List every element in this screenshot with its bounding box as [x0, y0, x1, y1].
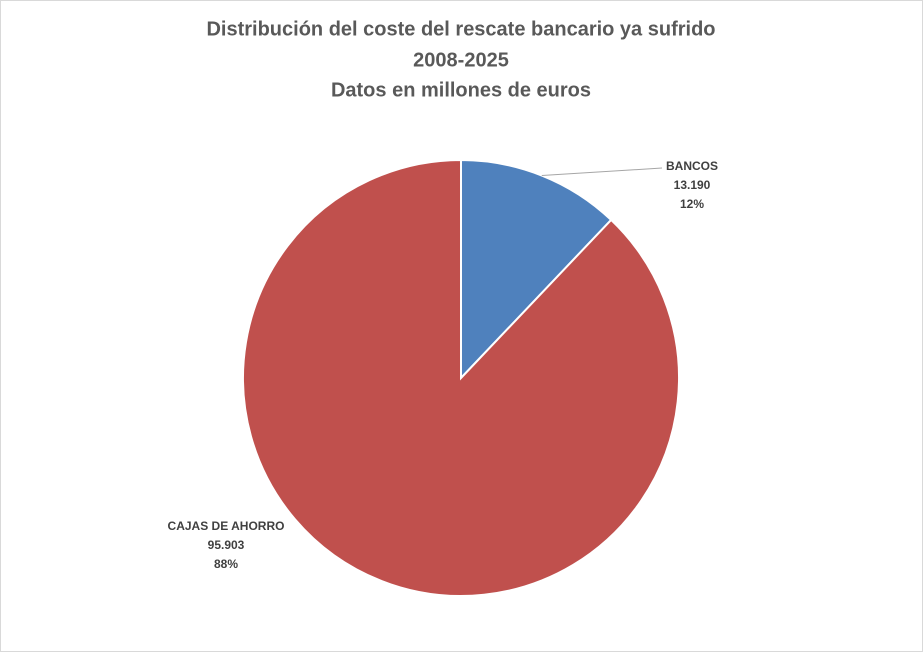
slice-value: 95.903 — [208, 538, 245, 552]
leader-line — [541, 167, 663, 177]
slice-percent: 12% — [680, 197, 704, 211]
slice-label: BANCOS — [666, 159, 718, 173]
slice-percent: 88% — [214, 557, 238, 571]
slice-label: CAJAS DE AHORRO — [168, 519, 285, 533]
slice-value: 13.190 — [674, 178, 711, 192]
chart-title: Datos en millones de euros — [331, 79, 591, 101]
pie-slice — [460, 158, 613, 381]
chart-title: Distribución del coste del rescate banca… — [206, 18, 715, 40]
pie-slice — [242, 158, 680, 597]
chart-title: 2008-2025 — [413, 49, 509, 71]
